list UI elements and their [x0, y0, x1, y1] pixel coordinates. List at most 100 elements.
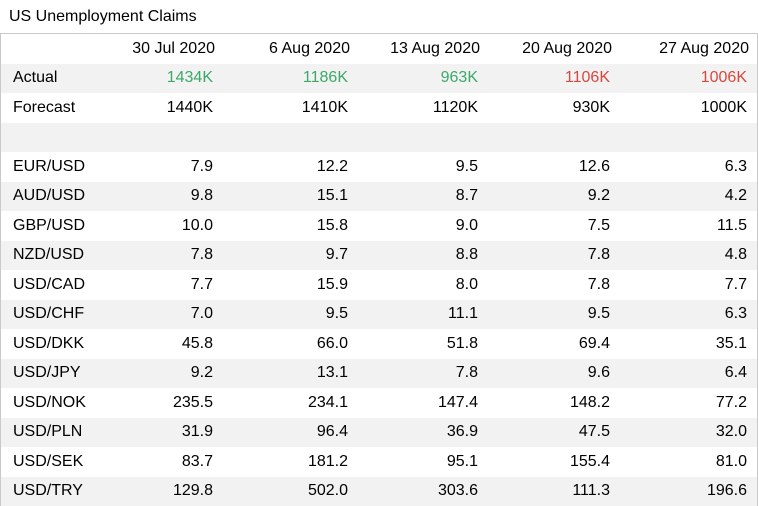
pair-value: 96.4	[223, 418, 358, 448]
actual-row: Actual 1434K 1186K 963K 1106K 1006K	[1, 64, 757, 94]
pair-value: 6.3	[620, 152, 757, 182]
pair-value: 181.2	[223, 447, 358, 477]
pair-value: 6.4	[620, 359, 757, 389]
date-header: 6 Aug 2020	[223, 34, 358, 64]
forecast-value: 1120K	[358, 93, 488, 123]
pair-value: 7.7	[108, 270, 223, 300]
pair-value: 7.5	[488, 211, 620, 241]
pair-value: 9.6	[488, 359, 620, 389]
pair-label: NZD/USD	[1, 241, 108, 271]
pair-label: USD/TRY	[1, 477, 108, 506]
pair-value: 81.0	[620, 447, 757, 477]
pair-value: 303.6	[358, 477, 488, 506]
pair-value: 15.9	[223, 270, 358, 300]
pair-value: 111.3	[488, 477, 620, 506]
pair-value: 10.0	[108, 211, 223, 241]
pair-value: 7.9	[108, 152, 223, 182]
pair-value: 13.1	[223, 359, 358, 389]
header-row: 30 Jul 2020 6 Aug 2020 13 Aug 2020 20 Au…	[1, 34, 757, 64]
pair-value: 9.2	[488, 182, 620, 212]
pair-value: 8.7	[358, 182, 488, 212]
pair-label: GBP/USD	[1, 211, 108, 241]
pair-value: 9.7	[223, 241, 358, 271]
pair-value: 15.1	[223, 182, 358, 212]
spacer-row	[1, 123, 757, 153]
pair-value: 12.6	[488, 152, 620, 182]
forecast-value: 1410K	[223, 93, 358, 123]
pair-label: USD/NOK	[1, 388, 108, 418]
pair-value: 155.4	[488, 447, 620, 477]
forecast-row: Forecast 1440K 1410K 1120K 930K 1000K	[1, 93, 757, 123]
pair-value: 31.9	[108, 418, 223, 448]
pair-value: 8.0	[358, 270, 488, 300]
pair-value: 129.8	[108, 477, 223, 506]
spacer-cell	[620, 123, 757, 153]
pair-value: 147.4	[358, 388, 488, 418]
row-label: Forecast	[1, 93, 108, 123]
actual-value: 1106K	[488, 64, 620, 94]
row-label: Actual	[1, 64, 108, 94]
pair-value: 32.0	[620, 418, 757, 448]
pair-value: 7.8	[358, 359, 488, 389]
pair-value: 235.5	[108, 388, 223, 418]
pair-value: 8.8	[358, 241, 488, 271]
pair-value: 7.8	[488, 241, 620, 271]
pair-value: 6.3	[620, 300, 757, 330]
forecast-value: 1000K	[620, 93, 757, 123]
spacer-cell	[358, 123, 488, 153]
claims-table-container: 30 Jul 2020 6 Aug 2020 13 Aug 2020 20 Au…	[0, 33, 758, 506]
pair-value: 9.5	[358, 152, 488, 182]
date-header: 27 Aug 2020	[620, 34, 757, 64]
pair-label: USD/CAD	[1, 270, 108, 300]
pair-value: 45.8	[108, 329, 223, 359]
pair-label: USD/CHF	[1, 300, 108, 330]
pair-value: 77.2	[620, 388, 757, 418]
pair-value: 148.2	[488, 388, 620, 418]
actual-value: 1186K	[223, 64, 358, 94]
pair-value: 11.1	[358, 300, 488, 330]
spacer-cell	[488, 123, 620, 153]
pair-value: 11.5	[620, 211, 757, 241]
forecast-value: 1440K	[108, 93, 223, 123]
spacer-cell	[108, 123, 223, 153]
date-header: 13 Aug 2020	[358, 34, 488, 64]
pair-label: USD/PLN	[1, 418, 108, 448]
pair-value: 66.0	[223, 329, 358, 359]
pair-value: 9.2	[108, 359, 223, 389]
pair-value: 83.7	[108, 447, 223, 477]
pair-value: 51.8	[358, 329, 488, 359]
actual-value: 963K	[358, 64, 488, 94]
pair-label: AUD/USD	[1, 182, 108, 212]
pair-value: 7.7	[620, 270, 757, 300]
pair-value: 35.1	[620, 329, 757, 359]
pair-value: 234.1	[223, 388, 358, 418]
actual-value: 1006K	[620, 64, 757, 94]
claims-table: 30 Jul 2020 6 Aug 2020 13 Aug 2020 20 Au…	[1, 33, 757, 506]
forecast-value: 930K	[488, 93, 620, 123]
pair-value: 9.0	[358, 211, 488, 241]
pair-label: EUR/USD	[1, 152, 108, 182]
pair-value: 9.5	[223, 300, 358, 330]
pair-value: 7.0	[108, 300, 223, 330]
pair-value: 47.5	[488, 418, 620, 448]
pair-label: USD/SEK	[1, 447, 108, 477]
date-header: 20 Aug 2020	[488, 34, 620, 64]
pair-value: 9.5	[488, 300, 620, 330]
pair-value: 36.9	[358, 418, 488, 448]
pair-label: USD/JPY	[1, 359, 108, 389]
actual-value: 1434K	[108, 64, 223, 94]
date-header: 30 Jul 2020	[108, 34, 223, 64]
pair-label: USD/DKK	[1, 329, 108, 359]
